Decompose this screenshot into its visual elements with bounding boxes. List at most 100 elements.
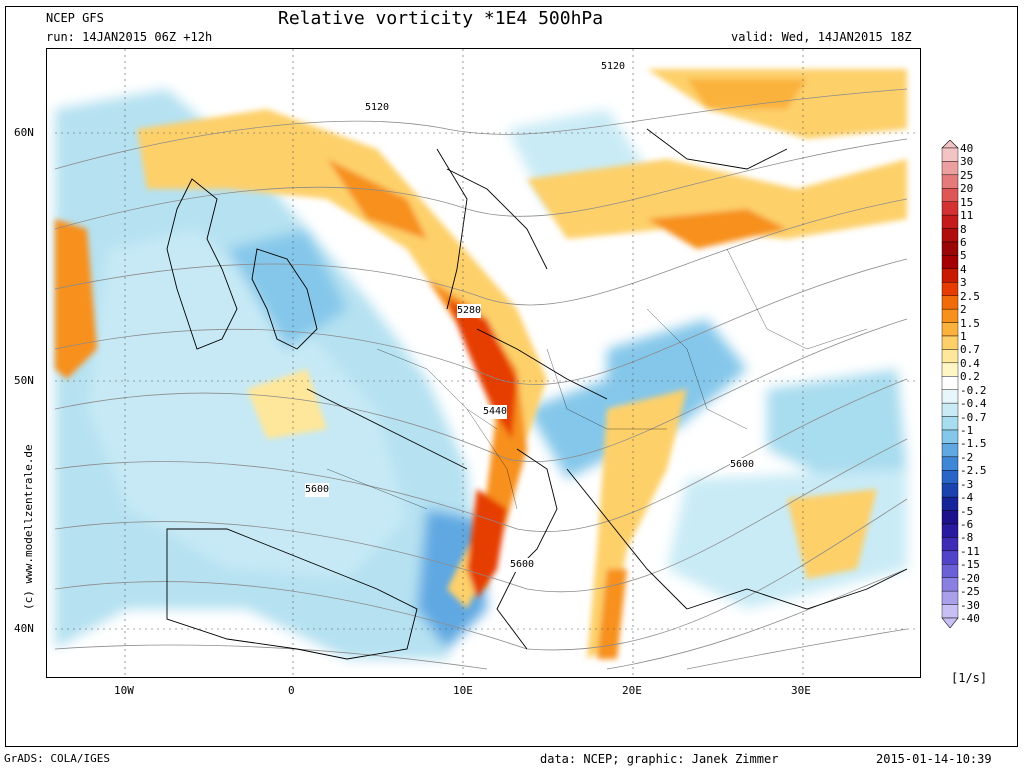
legend-unit: [1/s]	[951, 671, 988, 685]
legend-tick-label: 11	[960, 209, 974, 223]
legend-swatch	[941, 564, 959, 578]
footer-software: GrADS: COLA/IGES	[4, 752, 110, 765]
legend-swatch	[941, 402, 959, 417]
legend-tick-label: -5	[960, 504, 974, 518]
legend-swatch	[941, 590, 959, 605]
map-plot: 5120 5120 5280 5440 5600 5600 5600	[46, 48, 921, 678]
legend-tick-label: 40	[960, 142, 974, 155]
legend-swatch	[941, 510, 959, 525]
lon-label-0: 0	[288, 684, 295, 697]
lon-label-10e: 10E	[453, 684, 473, 697]
contour-label: 5600	[305, 483, 330, 497]
legend-swatch	[941, 268, 959, 283]
legend-swatch	[941, 537, 959, 552]
legend-tick-label: 8	[960, 222, 967, 236]
lon-label-10w: 10W	[114, 684, 134, 697]
legend-swatch	[941, 241, 959, 256]
legend-tick-label: -8	[960, 531, 974, 545]
contour-label: 5440	[483, 405, 508, 419]
legend-swatch	[941, 255, 959, 270]
legend-swatch	[941, 416, 959, 431]
borders	[326, 248, 868, 510]
legend-tick-label: -40	[960, 612, 980, 625]
contour-label: 5120	[365, 101, 390, 115]
legend-colorbar	[941, 139, 959, 629]
legend-swatch	[941, 496, 959, 511]
legend-tick-label: 0.2	[960, 370, 980, 384]
run-info: run: 14JAN2015 06Z +12h	[46, 30, 213, 44]
legend-tick-label: -0.2	[960, 383, 987, 397]
legend-swatch	[941, 577, 959, 592]
lat-label-60n: 60N	[14, 126, 34, 139]
lat-label-40n: 40N	[14, 622, 34, 635]
legend-swatch	[941, 161, 959, 176]
legend-tick-label: 0.4	[960, 356, 980, 370]
legend-swatch	[941, 295, 959, 310]
legend-tick-label: 2.5	[960, 289, 980, 303]
contour-label: 5600	[730, 458, 755, 472]
height-contours	[54, 88, 908, 670]
legend-tick-label: -1.5	[960, 437, 987, 451]
lat-label-50n: 50N	[14, 374, 34, 387]
legend-swatch	[941, 443, 959, 458]
legend-tick-label: 1.5	[960, 316, 980, 330]
legend-tick-label: -0.4	[960, 397, 987, 411]
legend-swatch	[941, 362, 959, 377]
legend-swatch	[941, 308, 959, 323]
legend-swatch	[941, 456, 959, 471]
legend-tick-label: -15	[960, 558, 980, 572]
legend-tick-label: -25	[960, 585, 980, 599]
legend-swatch	[941, 322, 959, 337]
legend-tick-label: 5	[960, 249, 967, 263]
legend-swatch	[941, 228, 959, 243]
legend-swatch	[941, 604, 959, 619]
legend-tick-label: 1	[960, 330, 967, 343]
coastlines	[166, 128, 908, 660]
legend-swatch	[941, 376, 959, 390]
legend-tick-label: 25	[960, 168, 974, 182]
valid-time: valid: Wed, 14JAN2015 18Z	[731, 30, 912, 44]
legend-swatch	[941, 550, 959, 565]
legend-tick-label: -2	[960, 450, 974, 464]
legend-arrow-bottom	[941, 617, 959, 629]
legend-swatch	[941, 147, 959, 162]
contour-label: 5120	[601, 60, 626, 74]
legend-tick-label: 4	[960, 262, 967, 276]
legend-swatch	[941, 335, 959, 350]
legend-tick-label: -6	[960, 518, 974, 531]
legend-swatch	[941, 214, 959, 229]
legend-swatch	[941, 201, 959, 216]
lon-label-20e: 20E	[622, 684, 642, 697]
legend-swatch	[941, 174, 959, 189]
legend-swatch	[941, 483, 959, 498]
legend-tick-label: 30	[960, 155, 974, 169]
footer-timestamp: 2015-01-14-10:39	[876, 752, 992, 766]
chart-title: Relative vorticity *1E4 500hPa	[278, 8, 604, 29]
legend-tick-label: -2.5	[960, 464, 987, 478]
legend-tick-label: -30	[960, 598, 980, 612]
legend-swatch	[941, 389, 959, 404]
legend-tick-label: -11	[960, 544, 980, 558]
legend-swatch	[941, 282, 959, 296]
legend-arrow-top	[941, 139, 959, 149]
legend-tick-label: 6	[960, 236, 967, 249]
legend-tick-label: -20	[960, 571, 980, 585]
legend-tick-label: -3	[960, 477, 974, 491]
legend-tick-label: 15	[960, 195, 974, 209]
watermark: (c) www.modellzentrale.de	[22, 444, 35, 610]
positive-vorticity-field	[55, 69, 907, 659]
legend-tick-label: 2	[960, 303, 967, 317]
legend-swatch	[941, 188, 959, 202]
vorticity-map	[54, 49, 915, 677]
legend-swatch	[941, 349, 959, 364]
color-legend: 40 30 25 20 15 11 8 6 5 4 3 2.5 2 1.5 1 0.7 0.4 0.2 -0.2 -0…	[940, 139, 1020, 629]
legend-swatch	[941, 470, 959, 484]
legend-tick-label: 3	[960, 276, 967, 290]
model-name: NCEP GFS	[46, 11, 104, 25]
legend-tick-label: -0.7	[960, 410, 987, 424]
legend-tick-label: -4	[960, 491, 974, 505]
legend-swatch	[941, 523, 959, 538]
contour-label: 5280	[457, 304, 482, 318]
footer-credit: data: NCEP; graphic: Janek Zimmer	[540, 752, 779, 766]
legend-tick-label: -1	[960, 424, 974, 437]
